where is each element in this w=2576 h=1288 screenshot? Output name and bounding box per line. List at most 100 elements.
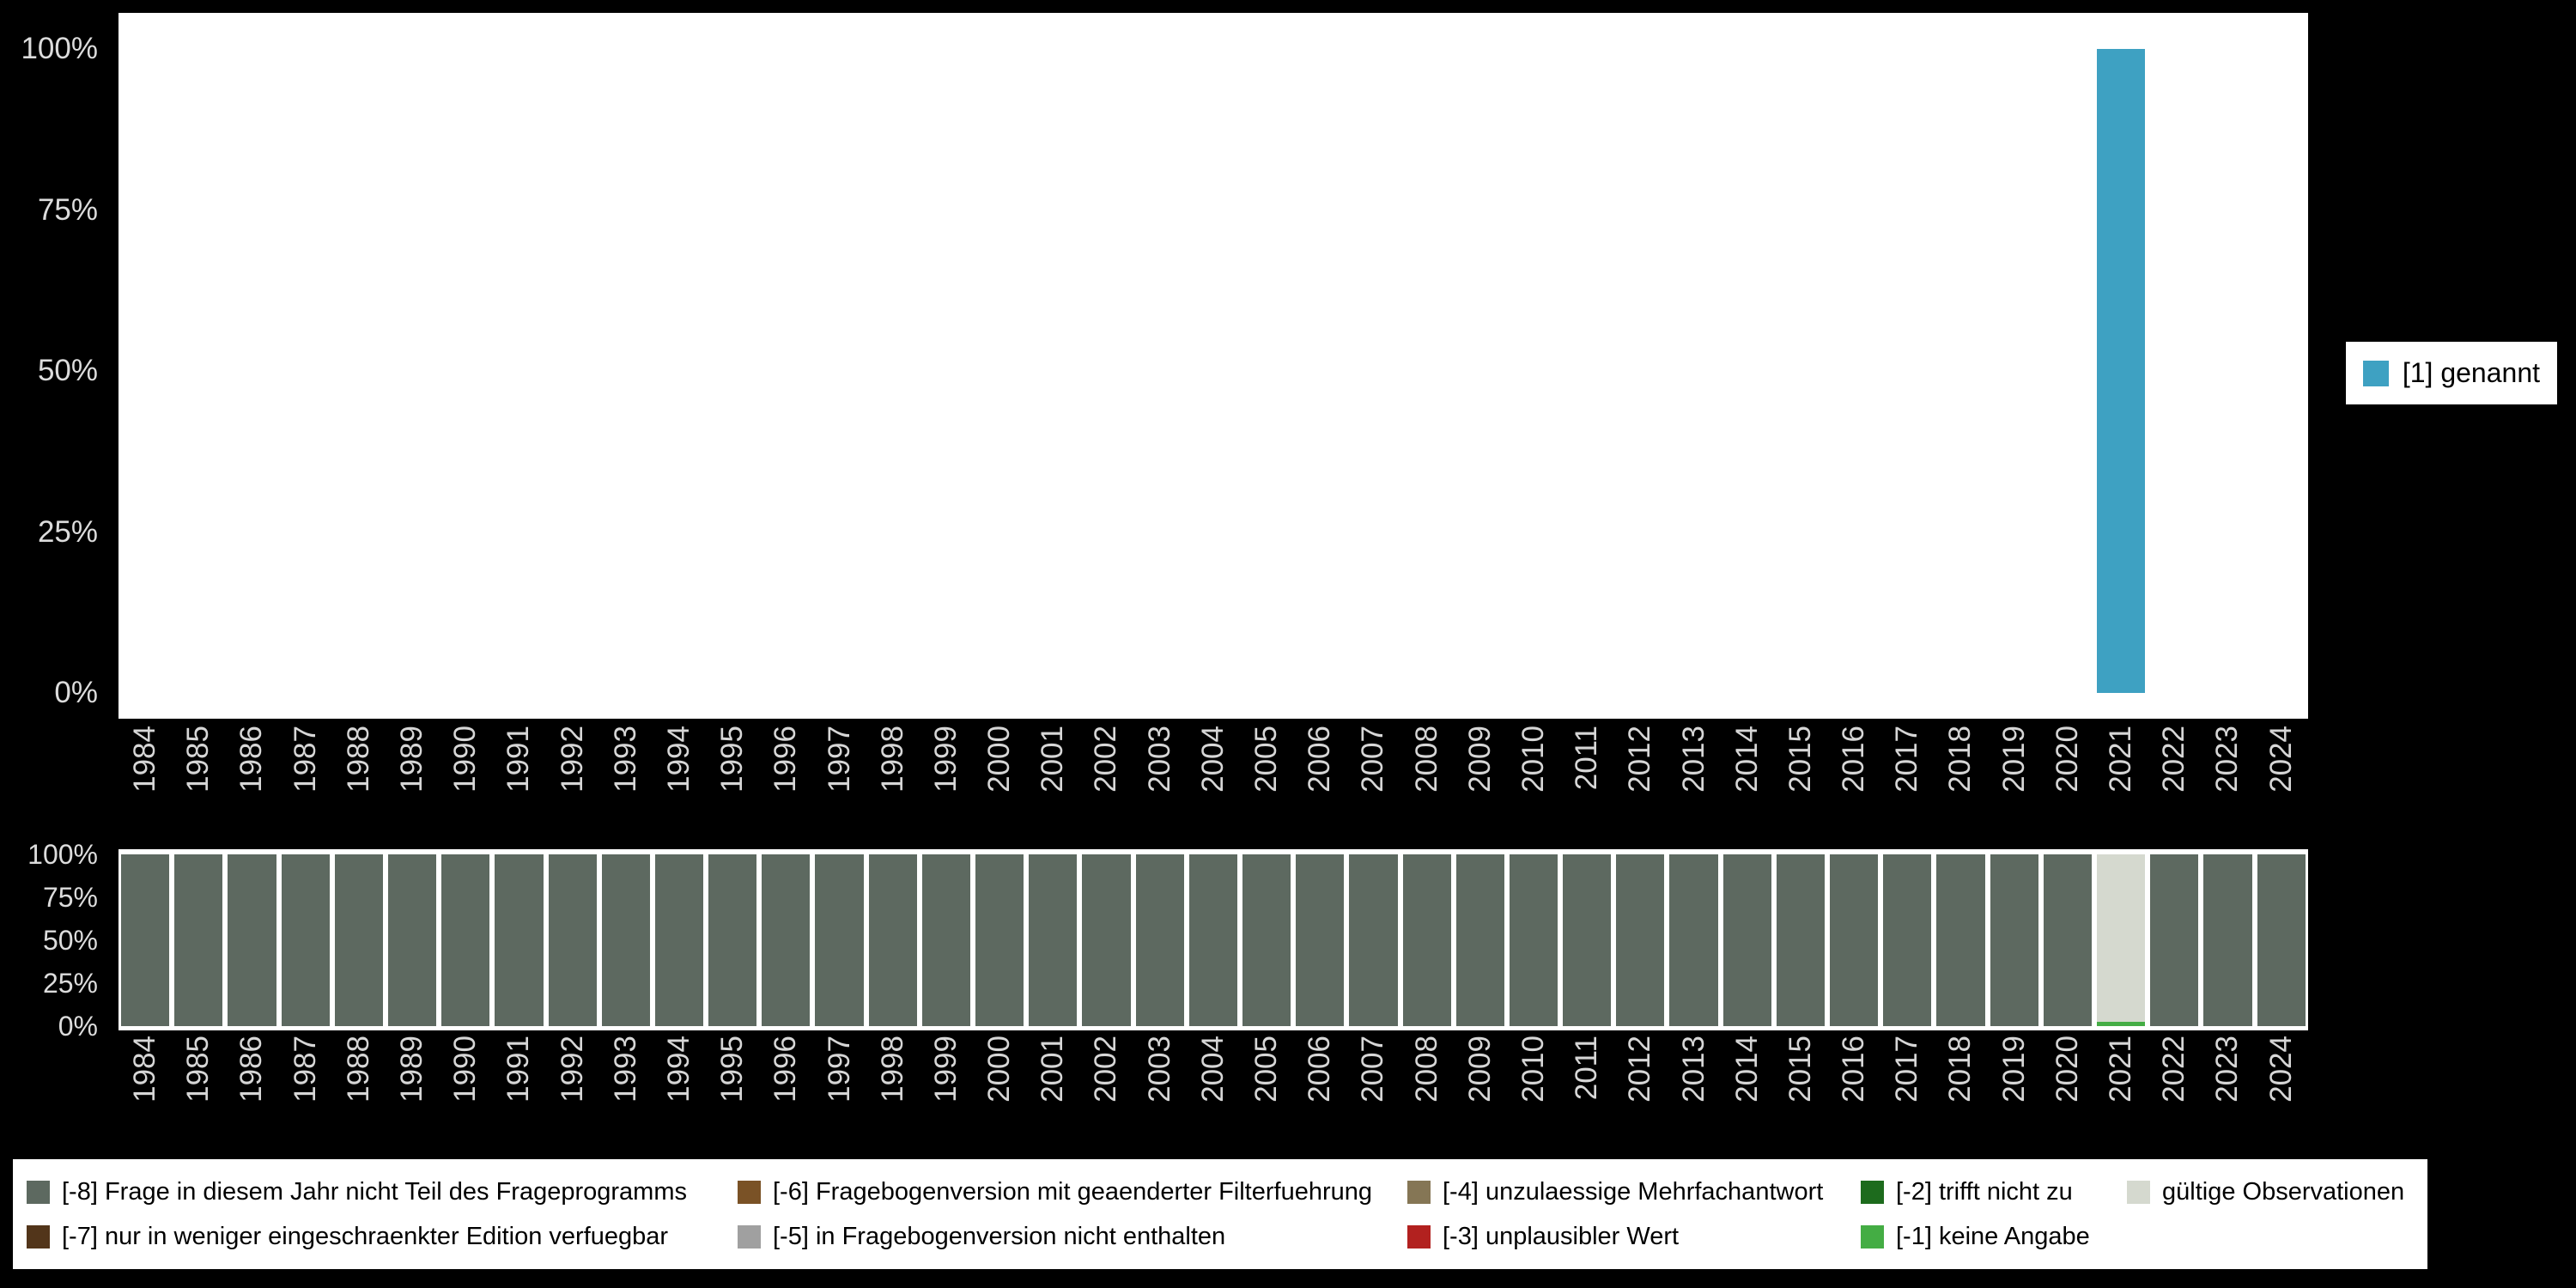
top-bars-area bbox=[118, 49, 2308, 693]
bar-slot-2000 bbox=[973, 49, 1026, 693]
x-tick-2003: 2003 bbox=[1133, 1036, 1187, 1137]
segment[interactable] bbox=[2044, 854, 2092, 1026]
x-tick-label: 1985 bbox=[181, 726, 216, 793]
segment[interactable] bbox=[2150, 854, 2198, 1026]
x-tick-label: 2023 bbox=[2210, 1036, 2245, 1103]
segment[interactable] bbox=[282, 854, 330, 1026]
segment[interactable] bbox=[1563, 854, 1611, 1026]
x-tick-label: 2015 bbox=[1783, 1036, 1818, 1103]
segment[interactable] bbox=[1082, 854, 1130, 1026]
x-tick-label: 2019 bbox=[1997, 1036, 2032, 1103]
segment[interactable] bbox=[815, 854, 863, 1026]
segment[interactable] bbox=[869, 854, 917, 1026]
bar-2021[interactable] bbox=[2097, 49, 2145, 693]
x-tick-label: 2021 bbox=[2104, 726, 2138, 793]
x-tick-label: 2008 bbox=[1410, 726, 1444, 793]
x-tick-2003: 2003 bbox=[1133, 726, 1187, 827]
segment[interactable] bbox=[1403, 854, 1451, 1026]
series-legend-swatch bbox=[2363, 361, 2389, 386]
segment[interactable] bbox=[1349, 854, 1397, 1026]
segment[interactable] bbox=[1723, 854, 1771, 1026]
bottom-x-axis: 1984198519861987198819891990199119921993… bbox=[118, 1036, 2308, 1137]
segment[interactable] bbox=[2097, 1022, 2145, 1026]
stacked-bar-2008 bbox=[1400, 854, 1454, 1026]
x-tick-2016: 2016 bbox=[1827, 1036, 1880, 1137]
x-tick-label: 2004 bbox=[1196, 726, 1230, 793]
segment[interactable] bbox=[121, 854, 169, 1026]
segment[interactable] bbox=[1189, 854, 1237, 1026]
legend-swatch bbox=[738, 1181, 761, 1204]
segment[interactable] bbox=[1936, 854, 1984, 1026]
bottom-y-tick-50: 50% bbox=[0, 927, 105, 954]
segment[interactable] bbox=[602, 854, 650, 1026]
x-tick-2002: 2002 bbox=[1079, 726, 1133, 827]
x-tick-label: 1986 bbox=[234, 726, 269, 793]
stacked-bar-2013 bbox=[1667, 854, 1720, 1026]
x-tick-2010: 2010 bbox=[1507, 1036, 1560, 1137]
x-tick-2017: 2017 bbox=[1880, 1036, 1934, 1137]
segment[interactable] bbox=[1029, 854, 1077, 1026]
segment[interactable] bbox=[495, 854, 543, 1026]
x-tick-label: 2000 bbox=[982, 726, 1017, 793]
x-tick-2015: 2015 bbox=[1774, 1036, 1827, 1137]
x-tick-2019: 2019 bbox=[1988, 1036, 2041, 1137]
segment[interactable] bbox=[708, 854, 756, 1026]
segment[interactable] bbox=[1242, 854, 1291, 1026]
stacked-bar-2018 bbox=[1934, 854, 1987, 1026]
stacked-bar-2019 bbox=[1988, 854, 2041, 1026]
stacked-bar-1993 bbox=[599, 854, 653, 1026]
segment[interactable] bbox=[335, 854, 383, 1026]
segment[interactable] bbox=[1456, 854, 1504, 1026]
bar-slot-2010 bbox=[1507, 49, 1560, 693]
segment[interactable] bbox=[975, 854, 1024, 1026]
stacked-bar-1988 bbox=[332, 854, 386, 1026]
x-tick-label: 2008 bbox=[1410, 1036, 1444, 1103]
x-tick-label: 2013 bbox=[1677, 1036, 1711, 1103]
segment[interactable] bbox=[1830, 854, 1878, 1026]
segment[interactable] bbox=[2203, 854, 2251, 1026]
stacked-bar-1986 bbox=[225, 854, 278, 1026]
segment[interactable] bbox=[2097, 854, 2145, 1022]
x-tick-2014: 2014 bbox=[1721, 726, 1774, 827]
segment[interactable] bbox=[922, 854, 970, 1026]
x-tick-2008: 2008 bbox=[1400, 726, 1454, 827]
segment[interactable] bbox=[1883, 854, 1931, 1026]
segment[interactable] bbox=[1510, 854, 1558, 1026]
x-tick-label: 2019 bbox=[1997, 726, 2032, 793]
stacked-bar-1998 bbox=[866, 854, 920, 1026]
x-tick-label: 1984 bbox=[128, 1036, 162, 1103]
segment[interactable] bbox=[655, 854, 703, 1026]
segment[interactable] bbox=[388, 854, 436, 1026]
stacked-bar-2003 bbox=[1133, 854, 1187, 1026]
x-tick-2020: 2020 bbox=[2041, 1036, 2094, 1137]
legend-label: [-4] unzulaessige Mehrfachantwort bbox=[1443, 1178, 1823, 1206]
segment[interactable] bbox=[1669, 854, 1717, 1026]
series-legend: [1] genannt bbox=[2346, 342, 2557, 404]
segment[interactable] bbox=[174, 854, 222, 1026]
x-tick-2018: 2018 bbox=[1934, 1036, 1987, 1137]
legend-label: [-5] in Fragebogenversion nicht enthalte… bbox=[773, 1223, 1225, 1251]
x-tick-2023: 2023 bbox=[2201, 1036, 2254, 1137]
x-tick-1992: 1992 bbox=[546, 1036, 599, 1137]
x-tick-1997: 1997 bbox=[812, 1036, 866, 1137]
stacked-bar-1990 bbox=[439, 854, 492, 1026]
segment[interactable] bbox=[228, 854, 276, 1026]
x-tick-label: 2015 bbox=[1783, 726, 1818, 793]
x-tick-2018: 2018 bbox=[1934, 726, 1987, 827]
stacked-bar-1999 bbox=[920, 854, 973, 1026]
segment[interactable] bbox=[1777, 854, 1825, 1026]
segment[interactable] bbox=[1296, 854, 1344, 1026]
segment[interactable] bbox=[1990, 854, 2038, 1026]
legend-label: [-8] Frage in diesem Jahr nicht Teil des… bbox=[62, 1178, 687, 1206]
segment[interactable] bbox=[1616, 854, 1664, 1026]
x-tick-1997: 1997 bbox=[812, 726, 866, 827]
segment[interactable] bbox=[2257, 854, 2306, 1026]
segment[interactable] bbox=[762, 854, 810, 1026]
x-tick-1998: 1998 bbox=[866, 1036, 920, 1137]
segment[interactable] bbox=[441, 854, 489, 1026]
stacked-bar-2009 bbox=[1454, 854, 1507, 1026]
segment[interactable] bbox=[1136, 854, 1184, 1026]
segment[interactable] bbox=[549, 854, 597, 1026]
stacked-bar-1994 bbox=[653, 854, 706, 1026]
x-tick-1986: 1986 bbox=[225, 1036, 278, 1137]
